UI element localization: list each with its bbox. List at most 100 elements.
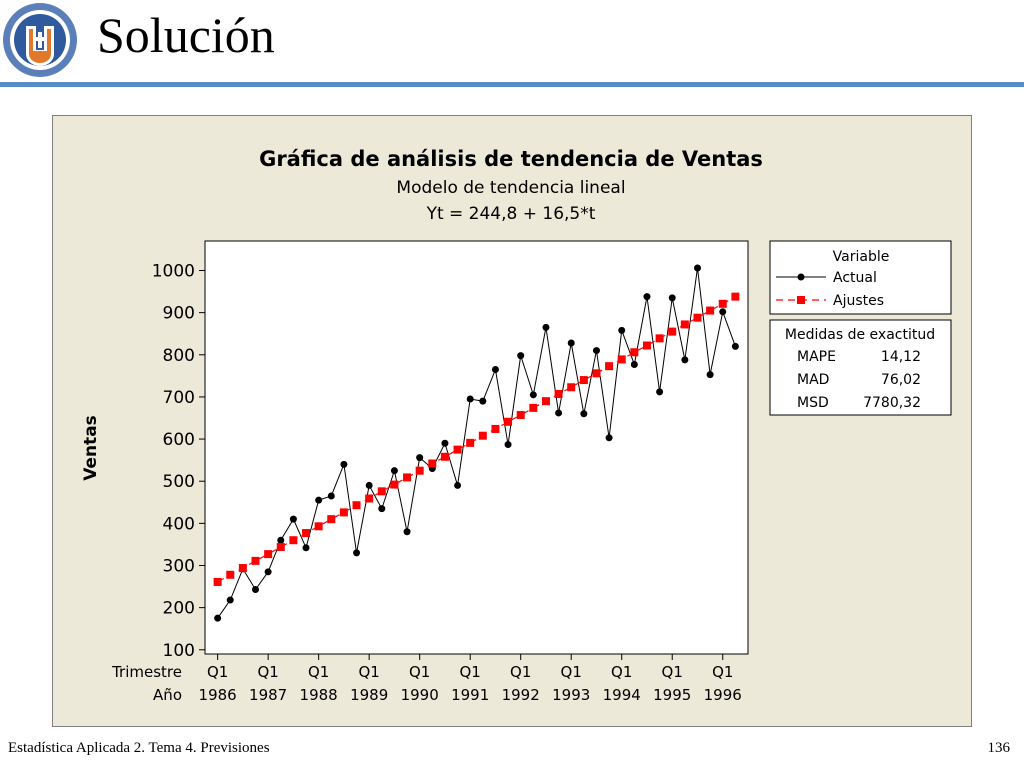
legend: Variable Actual Ajustes	[769, 240, 952, 315]
legend-fits-marker	[797, 296, 805, 304]
trend-chart: Gráfica de análisis de tendencia de Vent…	[52, 115, 972, 727]
chart-subtitle: Modelo de tendencia lineal	[396, 178, 625, 198]
actual-point	[214, 614, 222, 622]
actual-point	[252, 586, 260, 594]
y-tick-label: 1000	[152, 262, 195, 282]
fit-point	[554, 389, 563, 398]
accuracy-label-msd: MSD	[797, 395, 829, 411]
actual-point	[668, 294, 676, 302]
x-tick-label-quarter: Q1	[358, 663, 379, 681]
actual-point	[555, 409, 563, 417]
actual-point	[454, 481, 462, 489]
fit-point	[377, 487, 386, 496]
actual-point	[605, 434, 613, 442]
accuracy-value-mad: 76,02	[881, 372, 921, 388]
actual-point	[731, 342, 739, 350]
fit-point	[541, 397, 550, 406]
fit-point	[453, 445, 462, 454]
fit-point	[655, 334, 664, 343]
fit-point	[314, 522, 323, 531]
fit-point	[327, 515, 336, 524]
actual-point	[315, 496, 323, 504]
x-tick-label-year: 1991	[451, 686, 489, 704]
fit-point	[415, 466, 424, 475]
fit-point	[226, 570, 235, 579]
y-tick-label: 200	[163, 599, 195, 619]
accuracy-label-mape: MAPE	[797, 349, 836, 365]
fit-point	[276, 542, 285, 551]
y-tick-label: 800	[163, 346, 195, 366]
accuracy-label-mad: MAD	[797, 372, 829, 388]
fit-point	[642, 341, 651, 350]
actual-point	[289, 515, 297, 523]
x-tick-label-quarter: Q1	[561, 663, 582, 681]
actual-point	[226, 596, 234, 604]
fit-point	[491, 424, 500, 433]
actual-point	[580, 410, 588, 418]
series-ajustes	[213, 292, 740, 586]
x-tick-label-quarter: Q1	[308, 663, 329, 681]
actual-point	[693, 264, 701, 272]
fit-point	[529, 403, 538, 412]
x-tick-label-year: 1989	[350, 686, 388, 704]
actual-point	[567, 339, 575, 347]
y-axis-label: Ventas	[81, 415, 101, 481]
x-tick-label-quarter: Q1	[611, 663, 632, 681]
actual-point	[491, 366, 499, 374]
chart-equation: Yt = 244,8 + 16,5*t	[426, 204, 596, 224]
fit-point	[731, 292, 740, 301]
actual-point	[441, 439, 449, 447]
y-tick-label: 700	[163, 388, 195, 408]
x-tick-label-quarter: Q1	[662, 663, 683, 681]
fit-point	[605, 362, 614, 371]
x-tick-label-year: 1986	[199, 686, 237, 704]
x-tick-label-quarter: Q1	[257, 663, 278, 681]
fit-point	[403, 473, 412, 482]
plot-area	[204, 240, 749, 655]
series-actual	[214, 264, 739, 622]
y-tick-label: 300	[163, 557, 195, 577]
fit-point	[592, 369, 601, 378]
y-tick-label: 100	[163, 641, 195, 661]
x-tick-label-quarter: Q1	[712, 663, 733, 681]
fit-point	[680, 320, 689, 329]
actual-point	[529, 391, 537, 399]
y-tick-label: 500	[163, 472, 195, 492]
actual-point	[517, 352, 525, 360]
accuracy-title: Medidas de exactitud	[785, 327, 935, 343]
x-row-label-trimestre: Trimestre	[111, 663, 182, 681]
x-tick-label-year: 1990	[401, 686, 439, 704]
actual-point	[365, 481, 373, 489]
actual-point	[630, 360, 638, 368]
legend-actual-label: Actual	[833, 270, 877, 286]
y-tick-label: 400	[163, 514, 195, 534]
actual-point	[504, 441, 512, 449]
x-tick-label-quarter: Q1	[409, 663, 430, 681]
series-actual-line	[217, 267, 736, 619]
actual-point	[327, 492, 335, 500]
fit-point	[504, 417, 513, 426]
fit-point	[251, 556, 260, 565]
university-logo	[2, 2, 78, 78]
fit-point	[440, 452, 449, 461]
fit-point	[579, 376, 588, 385]
x-tick-label-year: 1988	[300, 686, 338, 704]
fit-point	[630, 348, 639, 357]
fit-point	[706, 306, 715, 315]
chart-panel: Gráfica de análisis de tendencia de Vent…	[52, 115, 972, 727]
fit-point	[617, 355, 626, 364]
x-tick-label-year: 1987	[249, 686, 287, 704]
x-tick-label-quarter: Q1	[460, 663, 481, 681]
x-tick-label-year: 1993	[552, 686, 590, 704]
actual-point	[277, 536, 285, 544]
actual-point	[416, 454, 424, 462]
fit-point	[289, 536, 298, 545]
x-tick-label-quarter: Q1	[207, 663, 228, 681]
actual-point	[592, 347, 600, 355]
legend-actual-marker	[797, 273, 805, 281]
actual-point	[264, 568, 272, 576]
fit-point	[302, 529, 311, 538]
actual-point	[719, 308, 727, 316]
fit-point	[567, 383, 576, 392]
accuracy-box	[769, 319, 952, 416]
